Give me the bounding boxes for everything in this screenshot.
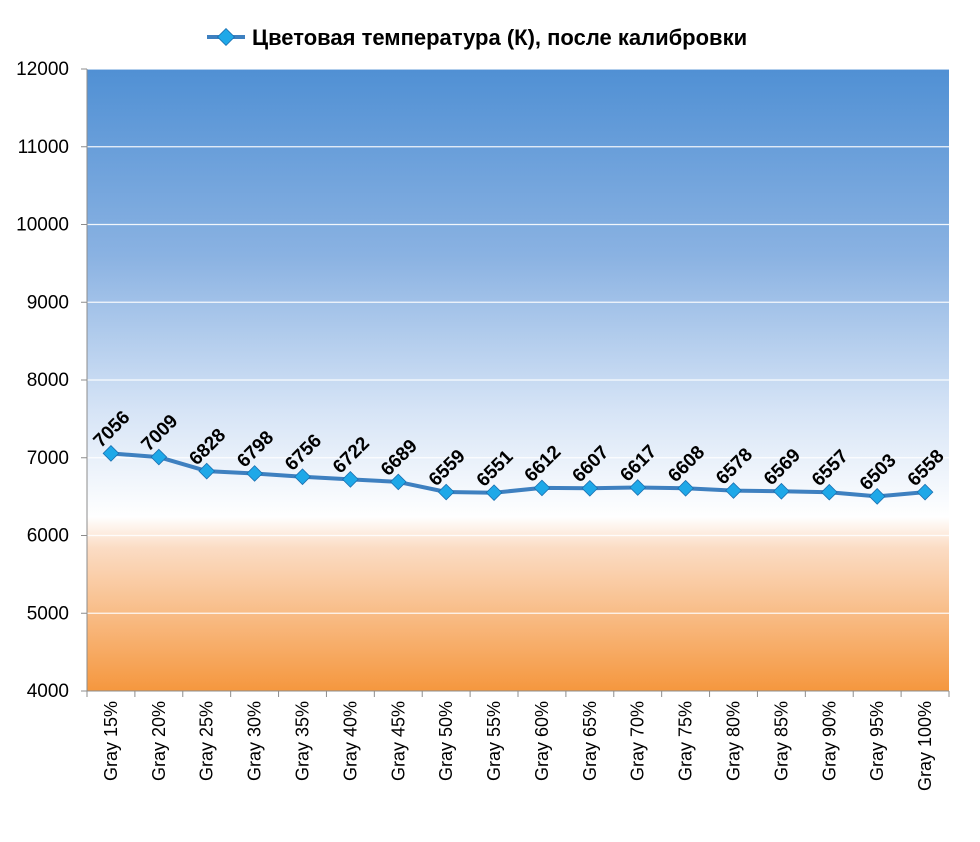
data-point bbox=[533, 479, 551, 497]
data-point bbox=[868, 488, 886, 505]
data-point bbox=[294, 468, 311, 486]
data-point bbox=[389, 473, 407, 491]
data-point bbox=[725, 482, 742, 499]
x-tick-label: Gray 80% bbox=[724, 701, 744, 781]
x-tick-label: Gray 50% bbox=[436, 701, 456, 781]
legend: Цветовая температура (К), после калибров… bbox=[207, 25, 747, 50]
x-tick-label: Gray 45% bbox=[388, 701, 408, 781]
x-tick-label: Gray 60% bbox=[532, 701, 552, 781]
x-axis: Gray 15% Gray 20% Gray 25% Gray 30% Gray 35%… bbox=[86, 691, 950, 791]
y-tick-label: 7000 bbox=[27, 448, 69, 469]
series bbox=[102, 445, 934, 505]
y-tick-label: 6000 bbox=[27, 526, 69, 547]
data-point bbox=[246, 465, 263, 482]
y-tick-label: 10000 bbox=[16, 215, 69, 236]
x-tick-label: Gray 40% bbox=[340, 701, 360, 781]
y-axis: 4000 5000 6000 7000 8000 9000 10000 11000 12000 bbox=[16, 59, 87, 702]
data-point bbox=[102, 445, 120, 462]
legend-label: Цветовая температура (К), после калибров… bbox=[252, 25, 747, 50]
y-tick-label: 4000 bbox=[27, 681, 69, 702]
data-point bbox=[916, 483, 934, 501]
data-point bbox=[437, 483, 455, 501]
x-tick-label: Gray 55% bbox=[484, 701, 504, 781]
y-tick-label: 9000 bbox=[27, 292, 69, 313]
data-point bbox=[820, 483, 838, 501]
x-tick-label: Gray 95% bbox=[867, 701, 887, 781]
data-point bbox=[677, 479, 694, 497]
y-tick-label: 11000 bbox=[18, 137, 69, 158]
data-point bbox=[581, 479, 599, 497]
x-tick-label: Gray 30% bbox=[245, 701, 265, 781]
x-tick-label: Gray 70% bbox=[628, 701, 648, 781]
x-tick-label: Gray 15% bbox=[101, 701, 121, 781]
data-point bbox=[629, 479, 647, 496]
legend-marker bbox=[216, 27, 236, 47]
y-tick-label: 8000 bbox=[27, 370, 69, 391]
gridlines bbox=[87, 68, 949, 614]
x-tick-label: Gray 75% bbox=[676, 701, 696, 781]
data-point bbox=[198, 462, 216, 480]
y-tick-label: 5000 bbox=[27, 603, 69, 624]
x-tick-label: Gray 35% bbox=[293, 701, 313, 781]
data-point bbox=[342, 471, 359, 488]
y-tick-label: 12000 bbox=[16, 59, 69, 80]
x-tick-label: Gray 100% bbox=[915, 701, 935, 791]
x-tick-label: Gray 90% bbox=[819, 701, 839, 781]
data-point bbox=[773, 482, 790, 500]
x-tick-label: Gray 85% bbox=[771, 701, 791, 781]
x-tick-label: Gray 65% bbox=[580, 701, 600, 781]
data-point bbox=[150, 448, 168, 466]
x-tick-label: Gray 20% bbox=[149, 701, 169, 781]
x-tick-label: Gray 25% bbox=[197, 701, 217, 781]
data-point bbox=[485, 484, 503, 502]
